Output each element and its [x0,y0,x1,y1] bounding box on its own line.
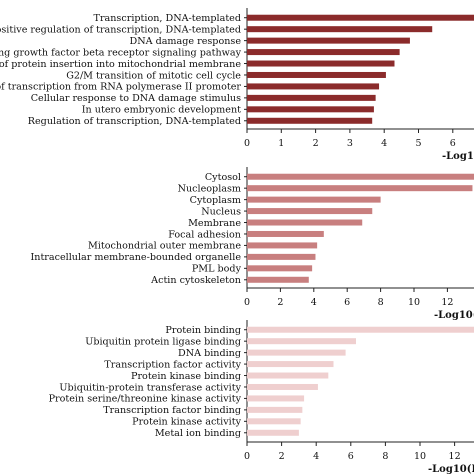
bar [247,349,346,356]
category-label: Protein serine/threonine kinase activity [49,394,242,405]
category-label: DNA damage response [130,36,242,47]
category-label: Membrane [188,218,241,229]
bar [247,406,303,413]
chart-panel-2: CytosolNucleoplasmCytoplasmNucleusMembra… [30,167,474,321]
x-tick-label: 8 [378,297,384,308]
category-label: Protein binding [165,325,241,336]
category-label: tion of transcription from RNA polymeras… [0,82,241,93]
bar [247,49,400,56]
x-tick-label: 1 [278,138,284,149]
bar [247,429,299,436]
bar [247,37,410,44]
bar [247,117,373,124]
category-label: Ubiquitin-protein transferase activity [59,382,241,393]
category-label: Intracellular membrane-bounded organelle [30,252,241,263]
category-label: Actin cytoskeleton [150,275,241,286]
bar [247,60,395,67]
category-label: G2/M transition of mitotic cell cycle [66,70,241,81]
x-tick-label: 5 [415,138,421,149]
bar [247,196,381,203]
x-tick-label: 0 [244,297,250,308]
bar [247,383,318,390]
category-label: PML body [192,264,242,275]
category-label: DNA binding [178,348,241,359]
category-label: In utero embryonic development [82,105,241,116]
x-axis-title: -Log10(P [434,310,474,321]
category-label: Focal adhesion [168,229,241,240]
category-label: Nucleoplasm [178,183,241,194]
bar [247,361,334,368]
bar [247,230,324,237]
category-label: Metal ion binding [155,428,241,439]
bar [247,338,356,345]
bar [247,219,363,226]
x-tick-label: 2 [313,138,319,149]
x-tick-label: 10 [408,297,420,308]
bar [247,276,309,283]
x-tick-label: 4 [311,297,317,308]
bar [247,265,313,272]
bar [247,418,301,425]
x-tick-label: 0 [244,138,250,149]
bar [247,94,376,101]
category-label: Protein kinase binding [131,371,241,382]
bar [247,71,386,78]
x-tick-label: 4 [313,451,319,462]
category-label: Mitochondrial outer membrane [88,241,241,252]
bar [247,26,433,33]
category-label: Transcription factor activity [104,359,241,370]
bar [247,253,316,260]
category-label: Positive regulation of transcription, DN… [0,24,241,35]
x-tick-label: 2 [277,297,283,308]
bar [247,14,474,21]
category-label: Transcription, DNA-templated [94,13,241,24]
x-tick-label: 12 [449,451,461,462]
x-tick-label: 6 [450,138,456,149]
x-tick-label: 4 [381,138,387,149]
category-label: Regulation of transcription, DNA-templat… [28,116,241,127]
x-tick-label: 2 [279,451,285,462]
category-label: Cellular response to DNA damage stimulus [31,93,241,104]
x-tick-label: 6 [348,451,354,462]
bar [247,185,473,192]
x-tick-label: 0 [244,451,250,462]
bar [247,83,380,90]
x-tick-label: 8 [382,451,388,462]
bar [247,395,305,402]
x-tick-label: 3 [347,138,353,149]
category-label: sforming growth factor beta receptor sig… [0,47,242,58]
category-label: Nucleus [201,206,241,217]
bar [247,106,374,113]
x-axis-title: -Log10 [442,151,474,162]
category-label: gulation of protein insertion into mitoc… [0,59,241,70]
category-label: Protein kinase activity [132,417,241,428]
category-label: Cytosol [205,172,241,183]
bar [247,326,474,333]
category-label: Transcription factor binding [103,405,241,416]
x-tick-label: 12 [441,297,453,308]
category-label: Cytoplasm [190,195,241,206]
x-tick-label: 10 [414,451,426,462]
x-axis-title: -Log10(P- [428,464,474,474]
category-label: Ubiquitin protein ligase binding [85,336,241,347]
bar [247,208,373,215]
bar [247,173,474,180]
x-tick-label: 6 [344,297,350,308]
bar [247,372,329,379]
bar [247,242,318,249]
